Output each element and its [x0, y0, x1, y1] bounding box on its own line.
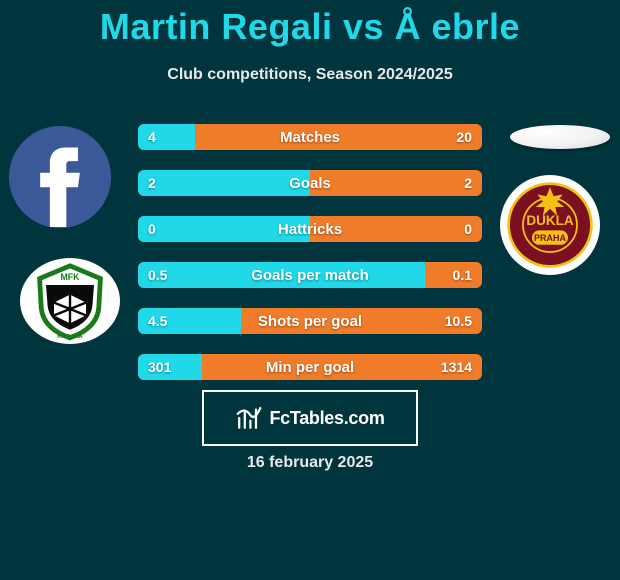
- stat-label: Matches: [138, 124, 482, 150]
- page-title: Martin Regali vs Å ebrle: [0, 0, 620, 48]
- svg-text:MFK: MFK: [60, 272, 80, 282]
- stat-bar: 22Goals: [138, 170, 482, 196]
- karvina-badge-icon: MFK KARVINÁ: [25, 261, 115, 341]
- footer-brand-text: FcTables.com: [269, 408, 384, 429]
- stat-label: Goals: [138, 170, 482, 196]
- stat-label: Shots per goal: [138, 308, 482, 334]
- stat-bar: 4.510.5Shots per goal: [138, 308, 482, 334]
- player-left-avatar: [9, 126, 111, 228]
- footer-brand-box[interactable]: FcTables.com: [202, 390, 418, 446]
- facebook-icon: [9, 126, 111, 228]
- comparison-date: 16 february 2025: [0, 454, 620, 472]
- dukla-badge-icon: DUKLA PRAHA: [505, 180, 595, 270]
- player-right-avatar: [510, 125, 610, 149]
- svg-text:KARVINÁ: KARVINÁ: [57, 333, 82, 340]
- club-right-badge: DUKLA PRAHA: [500, 175, 600, 275]
- stat-label: Goals per match: [138, 262, 482, 288]
- fctables-logo-icon: [235, 404, 263, 432]
- stat-bar: 00Hattricks: [138, 216, 482, 242]
- stat-label: Min per goal: [138, 354, 482, 380]
- comparison-bars: 420Matches 22Goals 00Hattricks 0.50.1Goals …: [138, 124, 482, 400]
- stat-bar: 0.50.1Goals per match: [138, 262, 482, 288]
- club-left-badge: MFK KARVINÁ: [20, 258, 120, 344]
- stat-bar: 3011314Min per goal: [138, 354, 482, 380]
- svg-text:PRAHA: PRAHA: [534, 233, 567, 243]
- subtitle: Club competitions, Season 2024/2025: [0, 66, 620, 84]
- stat-label: Hattricks: [138, 216, 482, 242]
- svg-text:DUKLA: DUKLA: [526, 213, 573, 228]
- stat-bar: 420Matches: [138, 124, 482, 150]
